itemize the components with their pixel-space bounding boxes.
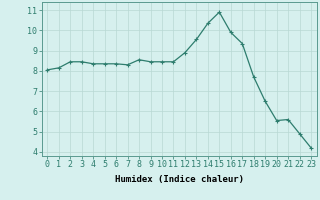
X-axis label: Humidex (Indice chaleur): Humidex (Indice chaleur) (115, 175, 244, 184)
